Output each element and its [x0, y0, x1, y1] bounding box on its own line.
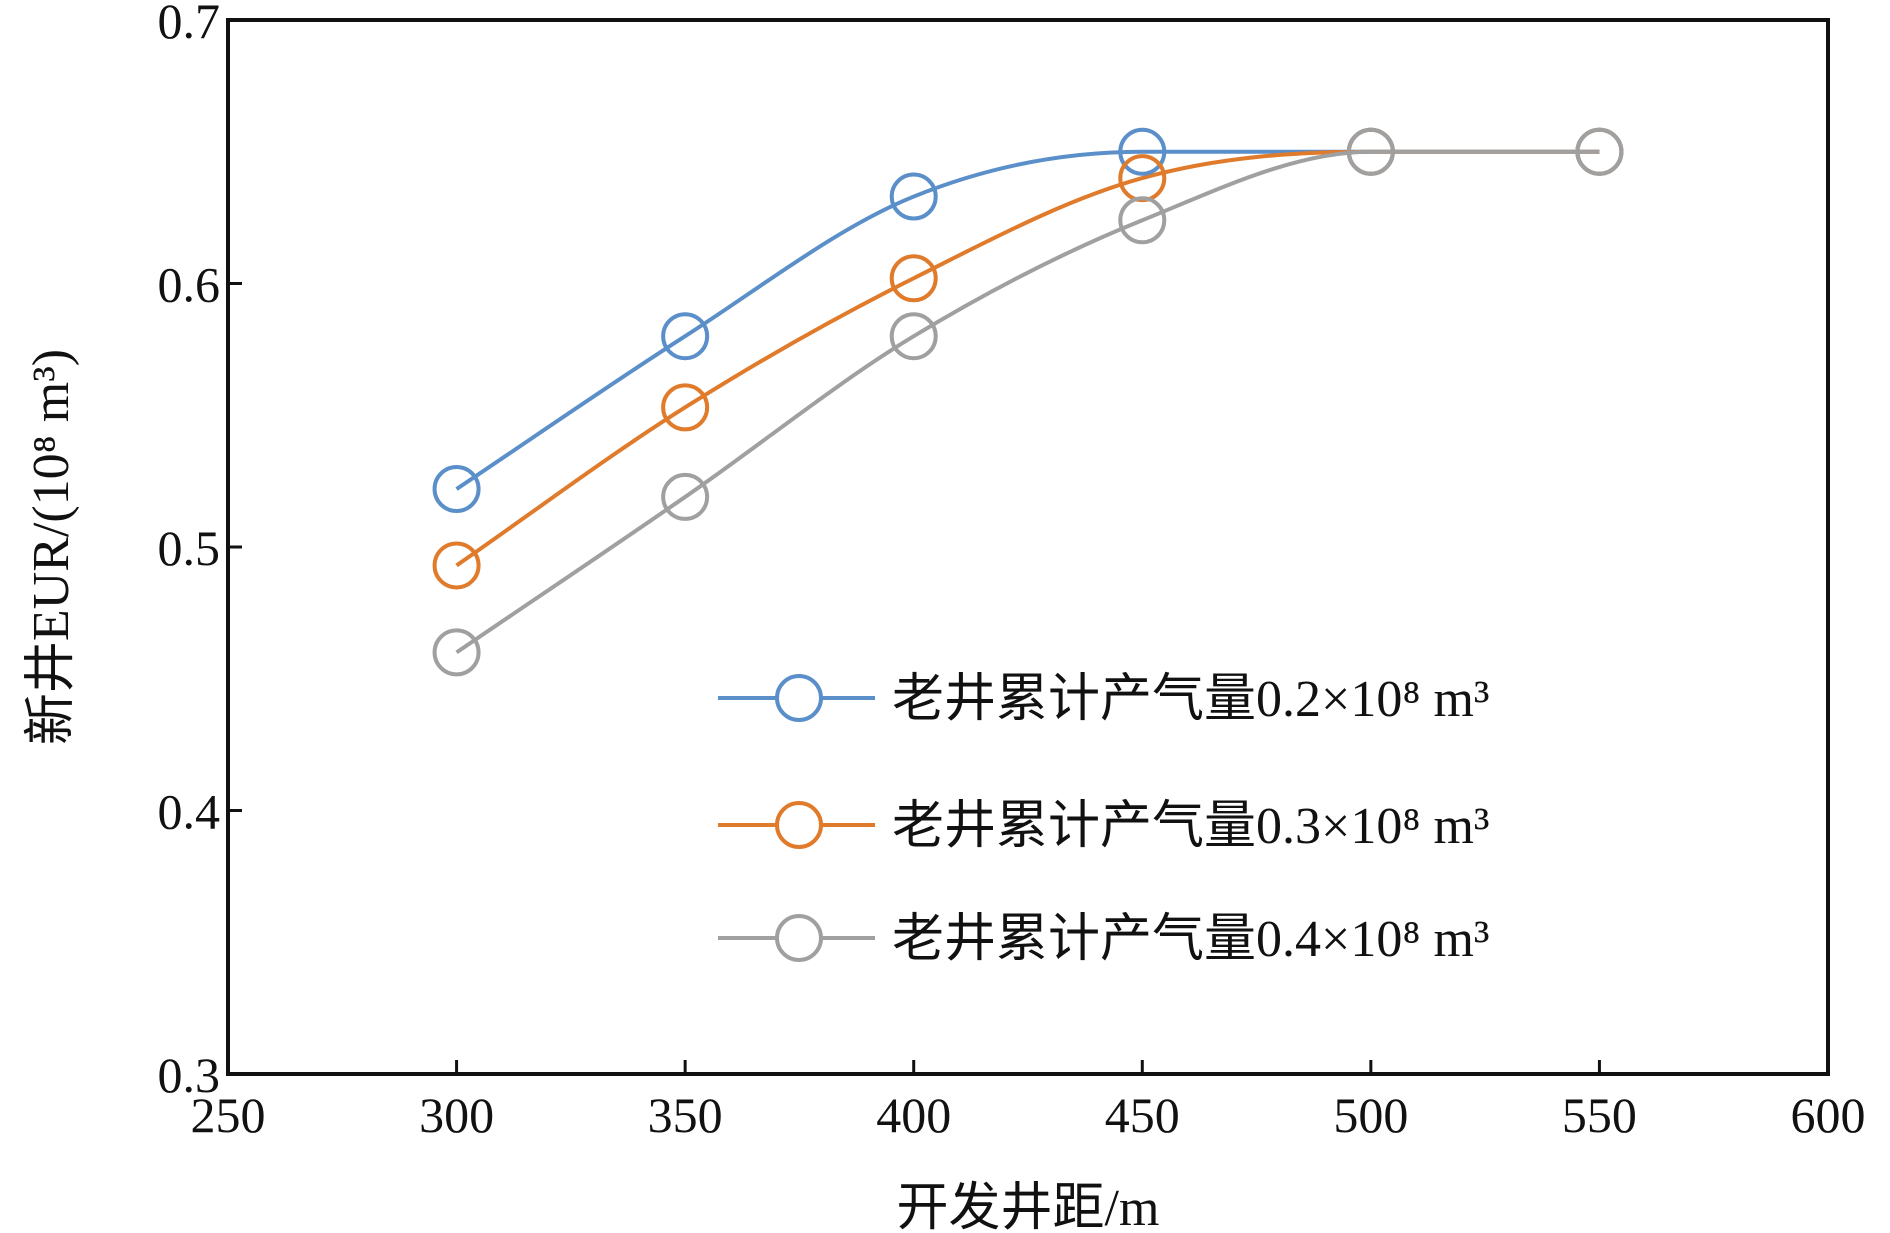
data-point-s1: [1118, 127, 1167, 176]
x-axis-title: 开发井距/m: [897, 1180, 1160, 1233]
data-point-s1: [889, 172, 938, 221]
y-axis-title: 新井EUR/(10⁸ m³): [23, 349, 80, 745]
x-tick-label: 500: [1333, 1087, 1408, 1143]
series-lines: [455, 149, 1600, 655]
y-tick-label: 0.6: [158, 257, 221, 313]
y-tick-label: 0.4: [158, 784, 221, 840]
x-tick-label: 350: [648, 1087, 723, 1143]
data-point-s3: [432, 628, 481, 677]
data-point-s3: [1346, 127, 1395, 176]
x-tick-label: 450: [1105, 1087, 1180, 1143]
y-axis-ticks: 0.3 0.4 0.5 0.6 0.7: [158, 0, 242, 1103]
data-point-s3: [1575, 127, 1624, 176]
data-point-s2: [432, 541, 481, 590]
y-tick-label: 0.5: [158, 520, 221, 576]
x-tick-label: 600: [1791, 1087, 1866, 1143]
series-line-2: [455, 149, 1600, 568]
data-point-s2: [889, 254, 938, 303]
x-tick-label: 250: [191, 1087, 266, 1143]
data-point-s1: [661, 312, 710, 361]
legend-label: 老井累计产气量0.2×10⁸ m³: [892, 671, 1490, 728]
y-tick-label: 0.3: [158, 1047, 221, 1103]
series-markers: [432, 127, 1624, 677]
data-point-s3: [889, 312, 938, 361]
legend-marker: [775, 801, 823, 849]
legend-marker: [775, 674, 823, 722]
x-tick-label: 550: [1562, 1087, 1637, 1143]
x-axis-ticks: 250 300 350 400 450 500 550 600: [191, 1060, 1866, 1143]
data-point-s3: [1118, 196, 1167, 245]
data-point-s3: [661, 472, 710, 521]
data-point-s2: [661, 383, 710, 432]
x-tick-label: 300: [419, 1087, 494, 1143]
series-line-3: [455, 149, 1600, 655]
legend-label: 老井累计产气量0.3×10⁸ m³: [892, 798, 1490, 855]
series-line-1: [455, 149, 1600, 491]
data-point-s1: [432, 465, 481, 514]
y-tick-label: 0.7: [158, 0, 221, 49]
x-tick-label: 400: [876, 1087, 951, 1143]
legend-marker: [775, 914, 823, 962]
legend: 老井累计产气量0.2×10⁸ m³ 老井累计产气量0.3×10⁸ m³ 老井累计产气…: [718, 671, 1490, 968]
legend-label: 老井累计产气量0.4×10⁸ m³: [892, 911, 1490, 968]
